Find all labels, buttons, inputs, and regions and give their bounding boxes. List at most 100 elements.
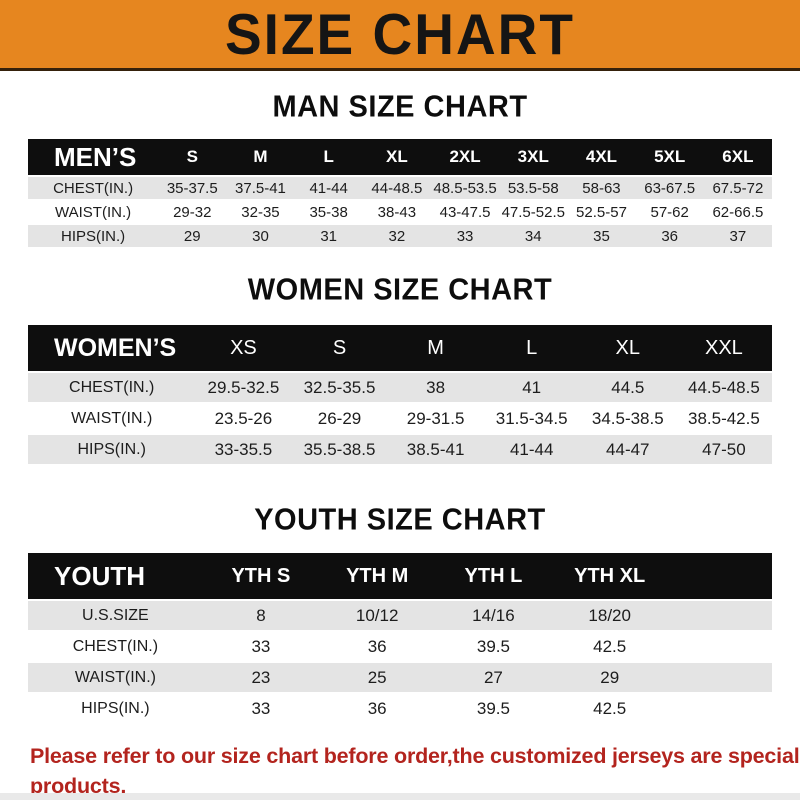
size-header-cell: YTH S	[202, 553, 320, 599]
size-header-cell: 4XL	[567, 139, 636, 175]
header-row: YOUTH YTH S YTH M YTH L YTH XL	[28, 553, 772, 599]
section-women: WOMEN SIZE CHART WOMEN’S XS S M L XL XXL CHEST(…	[0, 273, 800, 466]
size-header-cell: S	[291, 325, 388, 371]
youth-size-table: YOUTH YTH S YTH M YTH L YTH XL U.S.SIZE 8 10/12…	[28, 551, 772, 725]
value-cell: 39.5	[435, 694, 552, 723]
value-cell: 29	[158, 225, 227, 247]
page-title: SIZE CHART	[225, 1, 575, 67]
size-header-cell: 6XL	[703, 139, 772, 175]
value-cell: 23	[202, 663, 320, 692]
value-cell: 57-62	[635, 201, 704, 223]
value-cell: 34.5-38.5	[579, 404, 676, 433]
value-cell: 26-29	[291, 404, 388, 433]
value-cell: 48.5-53.5	[430, 177, 500, 199]
value-cell: 23.5-26	[195, 404, 292, 433]
value-cell: 52.5-57	[567, 201, 636, 223]
value-cell: 30	[226, 225, 295, 247]
value-cell: 36	[319, 694, 436, 723]
filler-cell	[667, 694, 772, 723]
value-cell: 44.5-48.5	[675, 373, 772, 402]
value-cell: 33	[430, 225, 500, 247]
size-header-cell: 5XL	[635, 139, 704, 175]
measure-label-cell: HIPS(IN.)	[28, 694, 203, 723]
value-cell: 31	[294, 225, 363, 247]
value-cell: 38	[387, 373, 484, 402]
measure-label-cell: CHEST(IN.)	[28, 632, 203, 661]
value-cell: 34	[499, 225, 568, 247]
size-header-cell: XL	[579, 325, 676, 371]
size-header-cell: XL	[362, 139, 431, 175]
size-header-cell: YTH L	[435, 553, 552, 599]
value-cell: 35.5-38.5	[291, 435, 388, 464]
value-cell: 43-47.5	[430, 201, 500, 223]
filler-cell	[667, 601, 772, 630]
value-cell: 67.5-72	[703, 177, 772, 199]
value-cell: 32.5-35.5	[291, 373, 388, 402]
measure-label-cell: WAIST(IN.)	[28, 404, 196, 433]
filler-cell	[667, 632, 772, 661]
value-cell: 33-35.5	[195, 435, 292, 464]
measure-label-cell: HIPS(IN.)	[28, 435, 196, 464]
value-cell: 27	[435, 663, 552, 692]
value-cell: 44-48.5	[362, 177, 431, 199]
measure-label-cell: WAIST(IN.)	[28, 201, 159, 223]
size-header-cell: YTH XL	[551, 553, 668, 599]
men-size-table: MEN’S S M L XL 2XL 3XL 4XL 5XL 6XL CHEST(IN.) 35-37…	[28, 137, 772, 249]
value-cell: 41-44	[294, 177, 363, 199]
size-header-cell: L	[294, 139, 363, 175]
size-header-cell: XXL	[675, 325, 772, 371]
size-header-cell: YTH M	[319, 553, 436, 599]
value-cell: 41	[483, 373, 580, 402]
table-row: WAIST(IN.) 23 25 27 29	[28, 663, 772, 692]
table-row: WAIST(IN.) 23.5-26 26-29 29-31.5 31.5-34.5 34…	[28, 404, 772, 433]
value-cell: 35-37.5	[158, 177, 227, 199]
value-cell: 32-35	[226, 201, 295, 223]
value-cell: 35	[567, 225, 636, 247]
table-row: CHEST(IN.) 35-37.5 37.5-41 41-44 44-48.5 48.5…	[28, 177, 772, 199]
value-cell: 42.5	[551, 632, 668, 661]
value-cell: 29-32	[158, 201, 227, 223]
value-cell: 62-66.5	[703, 201, 772, 223]
section-youth: YOUTH SIZE CHART YOUTH YTH S YTH M YTH L YTH…	[0, 503, 800, 725]
value-cell: 36	[635, 225, 704, 247]
value-cell: 35-38	[294, 201, 363, 223]
value-cell: 63-67.5	[635, 177, 704, 199]
value-cell: 36	[319, 632, 436, 661]
value-cell: 41-44	[483, 435, 580, 464]
value-cell: 29-31.5	[387, 404, 484, 433]
section-men: MAN SIZE CHART MEN’S S M L XL 2XL 3XL 4XL 5XL 6XL…	[0, 90, 800, 249]
youth-section-heading: YOUTH SIZE CHART	[254, 503, 546, 537]
header-row: MEN’S S M L XL 2XL 3XL 4XL 5XL 6XL	[28, 139, 772, 175]
measure-label-cell: U.S.SIZE	[28, 601, 203, 630]
table-row: CHEST(IN.) 29.5-32.5 32.5-35.5 38 41 44.5 44.5…	[28, 373, 772, 402]
table-title-cell: YOUTH	[28, 553, 203, 599]
value-cell: 38-43	[362, 201, 431, 223]
value-cell: 33	[202, 694, 320, 723]
table-title-cell: WOMEN’S	[28, 325, 196, 371]
table-row: HIPS(IN.) 33-35.5 35.5-38.5 38.5-41 41-44 44-…	[28, 435, 772, 464]
measure-label-cell: WAIST(IN.)	[28, 663, 203, 692]
measure-label-cell: HIPS(IN.)	[28, 225, 159, 247]
value-cell: 10/12	[319, 601, 436, 630]
disclaimer-line-1: Please refer to our size chart before or…	[30, 744, 800, 798]
value-cell: 47-50	[675, 435, 772, 464]
disclaimer: Please refer to our size chart before or…	[0, 741, 800, 800]
value-cell: 38.5-42.5	[675, 404, 772, 433]
size-header-cell: S	[158, 139, 227, 175]
value-cell: 37.5-41	[226, 177, 295, 199]
size-header-cell: 2XL	[430, 139, 500, 175]
value-cell: 14/16	[435, 601, 552, 630]
measure-label-cell: CHEST(IN.)	[28, 373, 196, 402]
value-cell: 39.5	[435, 632, 552, 661]
value-cell: 42.5	[551, 694, 668, 723]
size-header-cell: 3XL	[499, 139, 568, 175]
measure-label-cell: CHEST(IN.)	[28, 177, 159, 199]
value-cell: 44.5	[579, 373, 676, 402]
value-cell: 18/20	[551, 601, 668, 630]
table-title-cell: MEN’S	[28, 139, 159, 175]
women-size-table: WOMEN’S XS S M L XL XXL CHEST(IN.) 29.5-32.5 32.5…	[28, 323, 772, 466]
value-cell: 44-47	[579, 435, 676, 464]
table-row: WAIST(IN.) 29-32 32-35 35-38 38-43 43-47.5 47.…	[28, 201, 772, 223]
table-row: HIPS(IN.) 33 36 39.5 42.5	[28, 694, 772, 723]
